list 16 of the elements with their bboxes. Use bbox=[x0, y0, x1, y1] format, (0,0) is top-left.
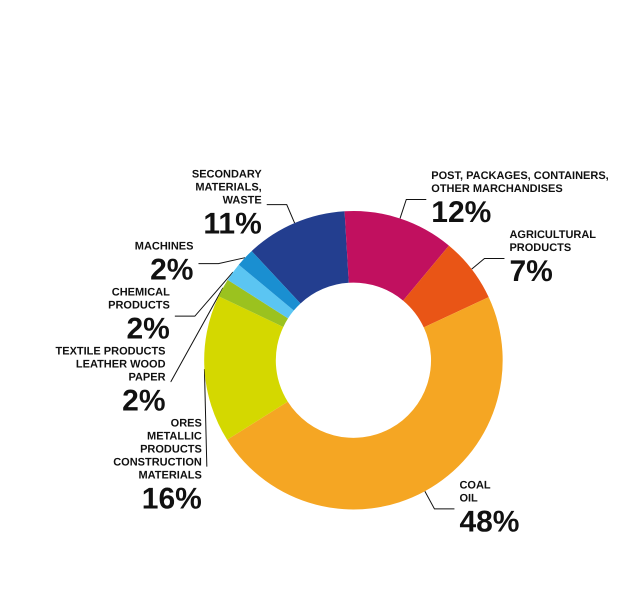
slice-label: CHEMICAL PRODUCTS bbox=[108, 286, 170, 312]
data-label: 2% bbox=[122, 384, 166, 418]
slice-label: SECONDARY MATERIALS, WASTE bbox=[192, 168, 262, 207]
slice-label: ORES METALLIC PRODUCTS CONSTRUCTION MATERIALS bbox=[113, 418, 202, 482]
slice-label: MACHINES bbox=[134, 240, 194, 253]
data-label: 16% bbox=[142, 482, 202, 516]
data-label: 48% bbox=[459, 505, 520, 538]
slice-label: AGRICULTURAL PRODUCTS bbox=[509, 228, 596, 254]
slice-label: POST, PACKAGES, CONTAINERS, OTHER MARCHANDISES bbox=[431, 170, 609, 195]
slice-label: COAL OIL bbox=[459, 479, 491, 504]
data-label: 2% bbox=[126, 312, 170, 346]
data-label: 2% bbox=[150, 254, 194, 287]
data-label: 11% bbox=[203, 208, 262, 241]
data-label: 12% bbox=[431, 196, 492, 229]
slice-label: TEXTILE PRODUCTS LEATHER WOOD PAPER bbox=[56, 346, 166, 384]
data-label: 7% bbox=[509, 254, 553, 288]
